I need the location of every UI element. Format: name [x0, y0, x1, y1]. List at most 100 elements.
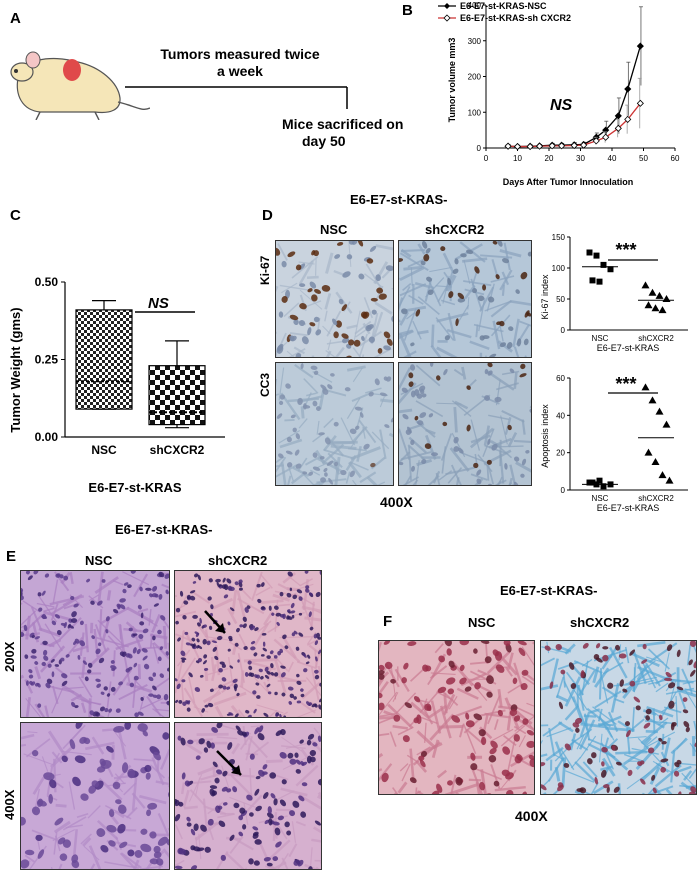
tissue-fiber	[76, 812, 89, 819]
d-apo-chart-point	[665, 476, 674, 484]
tissue-nucleus	[41, 613, 47, 620]
tissue-fiber	[387, 703, 414, 730]
tissue-nucleus	[289, 758, 297, 765]
tissue-nucleus	[28, 674, 34, 679]
tissue-nucleus	[177, 847, 184, 855]
tissue-fiber	[436, 312, 469, 323]
tissue-nucleus	[601, 761, 605, 767]
tissue-nucleus	[274, 827, 281, 836]
tissue-fiber	[120, 852, 142, 869]
tissue-fiber	[461, 366, 467, 380]
tissue-fiber	[512, 318, 520, 348]
tissue-nucleus	[298, 632, 304, 637]
tissue-fiber	[392, 787, 399, 794]
tissue-fiber	[289, 332, 308, 337]
tissue-fiber	[609, 646, 628, 679]
tissue-fiber	[437, 769, 448, 779]
tissue-fiber	[587, 738, 614, 751]
f-magnification: 400X	[515, 808, 548, 824]
tissue-nucleus	[425, 248, 431, 254]
tissue-fiber	[123, 627, 145, 633]
tissue-nucleus	[495, 664, 505, 673]
tissue-nucleus	[196, 847, 205, 852]
tissue-fiber	[151, 613, 161, 633]
tissue-fiber	[258, 599, 284, 605]
tissue-nucleus	[219, 661, 225, 665]
tissue-nucleus	[275, 713, 279, 717]
tissue-nucleus	[300, 761, 305, 766]
tissue-nucleus	[254, 788, 260, 796]
tissue-nucleus	[183, 600, 189, 605]
tissue-nucleus	[690, 669, 696, 677]
tissue-nucleus	[479, 335, 485, 341]
tissue-nucleus	[368, 391, 374, 397]
tissue-nucleus	[287, 609, 291, 613]
tissue-fiber	[438, 725, 464, 729]
tissue-nucleus	[80, 793, 89, 801]
tissue-fiber	[632, 650, 647, 685]
tissue-fiber	[246, 794, 263, 812]
tissue-fiber	[119, 852, 136, 869]
tissue-nucleus	[186, 594, 191, 600]
c-xgroup: E6-E7-st-KRAS	[88, 480, 182, 495]
tissue-fiber	[247, 660, 276, 671]
tissue-nucleus	[185, 700, 190, 705]
tissue-nucleus	[332, 318, 338, 326]
tissue-fiber	[655, 682, 669, 693]
tissue-fiber	[399, 408, 413, 414]
tissue-nucleus	[668, 700, 675, 709]
tissue-nucleus	[293, 319, 299, 326]
tissue-fiber	[446, 274, 457, 292]
tissue-fiber	[379, 732, 390, 737]
tissue-nucleus	[105, 616, 110, 622]
tissue-nucleus	[666, 644, 673, 652]
tissue-fiber	[133, 573, 149, 598]
tissue-fiber	[131, 792, 146, 809]
tissue-fiber	[542, 721, 563, 737]
tissue-fiber	[152, 642, 160, 664]
tissue-fiber	[324, 293, 332, 310]
tissue-nucleus	[101, 579, 106, 583]
legend-marker-nsc	[444, 3, 450, 9]
tissue-nucleus	[250, 641, 256, 645]
tissue-nucleus	[157, 656, 162, 662]
tissue-fiber	[51, 687, 64, 714]
tissue-fiber	[416, 696, 434, 725]
tissue-nucleus	[21, 595, 24, 601]
tissue-nucleus	[200, 824, 207, 832]
tissue-nucleus	[460, 253, 467, 258]
tissue-fiber	[640, 762, 662, 782]
tissue-fiber	[153, 677, 169, 690]
tissue-nucleus	[218, 684, 224, 689]
tissue-nucleus	[629, 680, 636, 687]
tissue-nucleus	[99, 706, 105, 712]
tissue-nucleus	[216, 635, 223, 641]
tissue-nucleus	[520, 363, 526, 370]
tissue-fiber	[255, 586, 271, 596]
tissue-nucleus	[253, 831, 259, 836]
legend-marker-sh	[443, 14, 451, 22]
tissue-fiber	[379, 671, 390, 683]
tissue-fiber	[306, 392, 317, 397]
tissue-nucleus	[309, 592, 313, 596]
tissue-nucleus	[274, 691, 278, 696]
tissue-fiber	[21, 610, 37, 626]
tissue-nucleus	[276, 413, 283, 419]
tissue-fiber	[327, 339, 332, 351]
tissue-fiber	[513, 725, 527, 735]
tissue-fiber	[294, 364, 314, 379]
tissue-nucleus	[470, 752, 476, 761]
tissue-nucleus	[127, 584, 132, 589]
tissue-nucleus	[436, 783, 443, 793]
tissue-fiber	[300, 598, 313, 628]
legend-nsc: E6-E7-st-KRAS-NSC	[460, 1, 547, 11]
tissue-fiber	[601, 647, 618, 670]
tissue-nucleus	[300, 363, 304, 370]
tissue-nucleus	[413, 717, 420, 724]
tissue-nucleus	[273, 798, 278, 806]
tissue-fiber	[212, 766, 216, 778]
tissue-fiber	[427, 475, 440, 485]
f-nsc-image	[378, 640, 535, 795]
tissue-fiber	[392, 724, 408, 730]
tissue-nucleus	[444, 641, 452, 647]
